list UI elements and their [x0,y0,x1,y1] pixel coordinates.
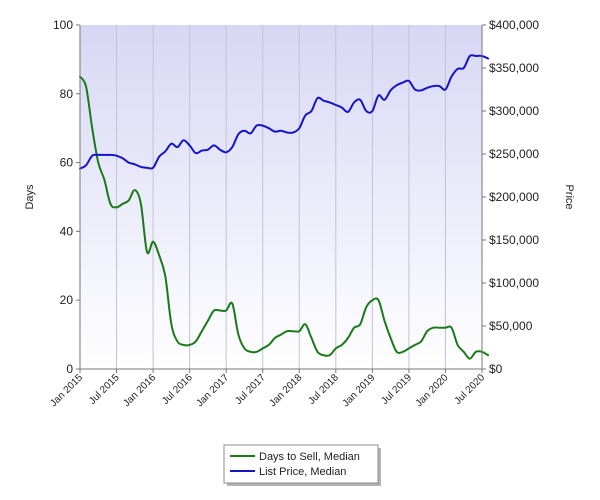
x-tick-label: Jul 2019 [380,372,415,407]
right-tick-label: $0 [489,362,503,376]
left-axis-ticks: 0 20 40 60 80 100 [53,18,80,376]
left-axis-title: Days [24,184,36,210]
x-tick-label: Jan 2019 [341,372,378,409]
gridlines [116,25,446,369]
right-tick-label: $350,000 [489,61,539,75]
right-tick-label: $200,000 [489,190,539,204]
x-tick-label: Jan 2020 [414,372,451,409]
left-tick-label: 0 [66,362,73,376]
left-tick-label: 40 [60,224,74,238]
right-axis-ticks: $0 $50,000 $100,000 $150,000 $200,000 $250,00… [482,18,539,376]
left-tick-label: 80 [60,87,74,101]
plot-area [80,25,482,369]
x-tick-label: Jan 2017 [194,372,231,409]
right-tick-label: $250,000 [489,147,539,161]
x-tick-label: Jan 2018 [268,372,305,409]
legend-label-days: Days to Sell, Median [259,451,360,463]
series-line-list-price [79,54,490,170]
legend-box [223,444,379,484]
right-axis-title: Price [563,184,575,209]
x-tick-label: Jul 2016 [160,372,195,407]
x-tick-label: Jul 2017 [233,372,268,407]
left-tick-label: 100 [53,18,73,32]
right-tick-label: $300,000 [489,104,539,118]
legend: Days to Sell, Median List Price, Median [223,444,381,486]
x-tick-label: Jul 2015 [87,372,122,407]
series-line-days-to-sell [79,75,490,360]
left-tick-label: 60 [60,156,74,170]
right-tick-label: $150,000 [489,233,539,247]
x-tick-label: Jul 2018 [306,372,341,407]
right-tick-label: $50,000 [489,319,533,333]
left-tick-label: 20 [60,293,74,307]
x-tick-label: Jul 2020 [453,372,488,407]
series-layer [79,54,490,360]
x-axis-ticks: Jan 2015 Jul 2015 Jan 2016 Jul 2016 Jan 2017… [48,369,487,409]
x-tick-label: Jan 2016 [121,372,158,409]
legend-label-price: List Price, Median [259,466,346,478]
right-tick-label: $400,000 [489,18,539,32]
x-tick-label: Jan 2015 [48,372,85,409]
right-tick-label: $100,000 [489,276,539,290]
